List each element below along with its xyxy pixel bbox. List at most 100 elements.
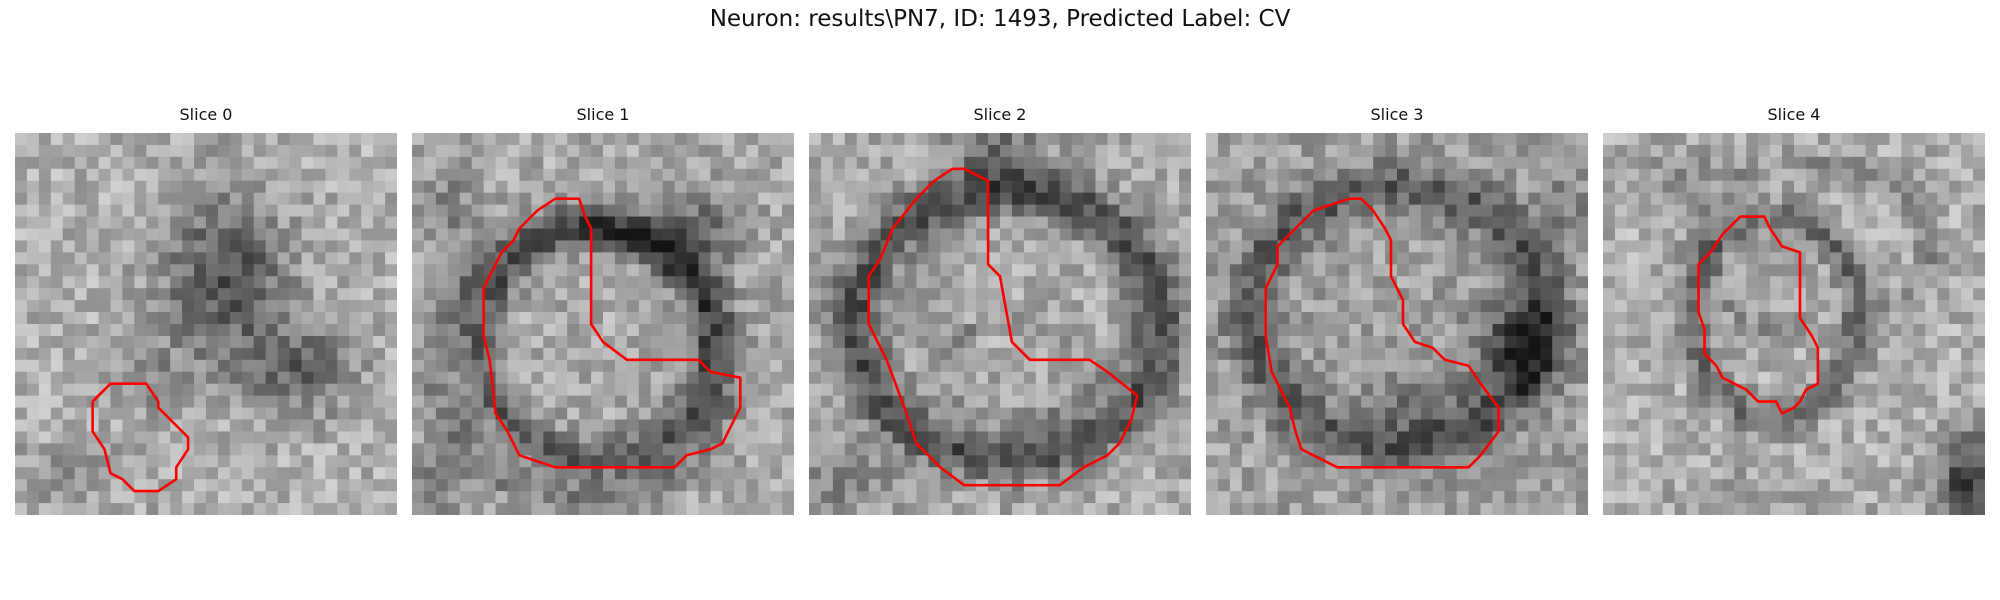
pixel-cell xyxy=(1770,276,1783,289)
pixel-cell xyxy=(1206,479,1219,492)
pixel-cell xyxy=(337,359,350,373)
pixel-cell xyxy=(1638,359,1652,373)
pixel-cell xyxy=(579,144,592,158)
pixel-cell xyxy=(734,431,747,444)
pixel-cell xyxy=(567,144,580,158)
pixel-cell xyxy=(1000,407,1013,420)
pixel-cell xyxy=(770,479,783,492)
pixel-cell xyxy=(614,300,628,313)
pixel-cell xyxy=(770,443,783,456)
pixel-cell xyxy=(325,252,338,265)
pixel-cell xyxy=(1770,431,1783,444)
pixel-cell xyxy=(1301,228,1314,241)
pixel-cell xyxy=(495,312,508,325)
pixel-cell xyxy=(1325,443,1338,456)
pixel-cell xyxy=(1361,371,1374,385)
pixel-cell xyxy=(1011,288,1025,301)
pixel-cell xyxy=(1206,180,1219,194)
pixel-cell xyxy=(1734,228,1747,241)
pixel-cell xyxy=(229,347,243,361)
pixel-cell xyxy=(650,383,664,397)
pixel-cell xyxy=(1480,156,1493,170)
pixel-cell xyxy=(1217,455,1231,468)
pixel-cell xyxy=(1937,133,1950,146)
pixel-cell xyxy=(1349,240,1362,253)
pixel-cell xyxy=(868,407,882,420)
pixel-cell xyxy=(182,216,195,229)
pixel-cell xyxy=(1480,371,1493,385)
pixel-cell xyxy=(880,407,893,420)
pixel-cell xyxy=(495,395,508,408)
pixel-cell xyxy=(1253,395,1267,408)
pixel-cell xyxy=(1901,180,1914,194)
pixel-cell xyxy=(217,300,231,313)
pixel-cell xyxy=(1023,144,1037,158)
pixel-cell xyxy=(253,383,267,397)
pixel-cell xyxy=(423,479,437,492)
pixel-cell xyxy=(313,312,326,325)
pixel-cell xyxy=(892,419,905,432)
pixel-cell xyxy=(1155,312,1168,325)
pixel-cell xyxy=(253,479,267,492)
pixel-cell xyxy=(1059,192,1073,206)
pixel-cell xyxy=(591,347,604,361)
pixel-cell xyxy=(976,407,989,420)
pixel-cell xyxy=(241,455,255,468)
pixel-cell xyxy=(337,371,350,385)
pixel-cell xyxy=(1540,144,1553,158)
pixel-cell xyxy=(349,347,362,361)
pixel-cell xyxy=(1179,371,1191,385)
pixel-cell xyxy=(1119,252,1132,265)
pixel-cell xyxy=(86,216,99,229)
pixel-cell xyxy=(301,467,314,480)
pixel-cell xyxy=(722,491,735,504)
pixel-cell xyxy=(1674,192,1687,206)
pixel-cell xyxy=(1143,335,1156,349)
pixel-cell xyxy=(412,204,425,217)
pixel-cell xyxy=(313,192,326,206)
pixel-cell xyxy=(1420,407,1434,420)
pixel-cell xyxy=(1229,443,1243,456)
pixel-cell xyxy=(1385,335,1398,349)
pixel-cell xyxy=(916,156,929,170)
pixel-cell xyxy=(916,240,929,253)
pixel-cell xyxy=(277,395,290,408)
pixel-cell xyxy=(1313,156,1326,170)
pixel-cell xyxy=(1241,264,1255,277)
pixel-cell xyxy=(1468,335,1481,349)
pixel-cell xyxy=(1782,395,1795,408)
pixel-cell xyxy=(638,204,652,217)
pixel-cell xyxy=(38,395,52,408)
pixel-cell xyxy=(385,491,397,504)
pixel-cell xyxy=(1877,443,1890,456)
pixel-cell xyxy=(1000,383,1013,397)
pixel-cell xyxy=(531,359,544,373)
pixel-cell xyxy=(1229,252,1243,265)
pixel-cell xyxy=(1949,383,1962,397)
pixel-cell xyxy=(1277,347,1290,361)
pixel-cell xyxy=(86,240,99,253)
pixel-cell xyxy=(1277,503,1290,515)
pixel-cell xyxy=(1143,467,1156,480)
pixel-cell xyxy=(459,479,473,492)
pixel-cell xyxy=(603,204,616,217)
pixel-cell xyxy=(1206,419,1219,432)
pixel-cell xyxy=(1603,252,1616,265)
pixel-cell xyxy=(1504,216,1517,229)
pixel-cell xyxy=(1444,276,1458,289)
pixel-cell xyxy=(194,383,207,397)
pixel-cell xyxy=(1071,371,1084,385)
pixel-cell xyxy=(277,252,290,265)
pixel-cell xyxy=(1047,144,1061,158)
pixel-cell xyxy=(1805,216,1819,229)
pixel-cell xyxy=(722,133,735,146)
pixel-cell xyxy=(182,347,195,361)
pixel-cell xyxy=(385,216,397,229)
pixel-cell xyxy=(1349,144,1362,158)
pixel-cell xyxy=(1734,156,1747,170)
pixel-cell xyxy=(1035,359,1049,373)
pixel-cell xyxy=(1361,288,1374,301)
pixel-cell xyxy=(1516,395,1529,408)
pixel-cell xyxy=(337,192,350,206)
pixel-cell xyxy=(758,240,771,253)
